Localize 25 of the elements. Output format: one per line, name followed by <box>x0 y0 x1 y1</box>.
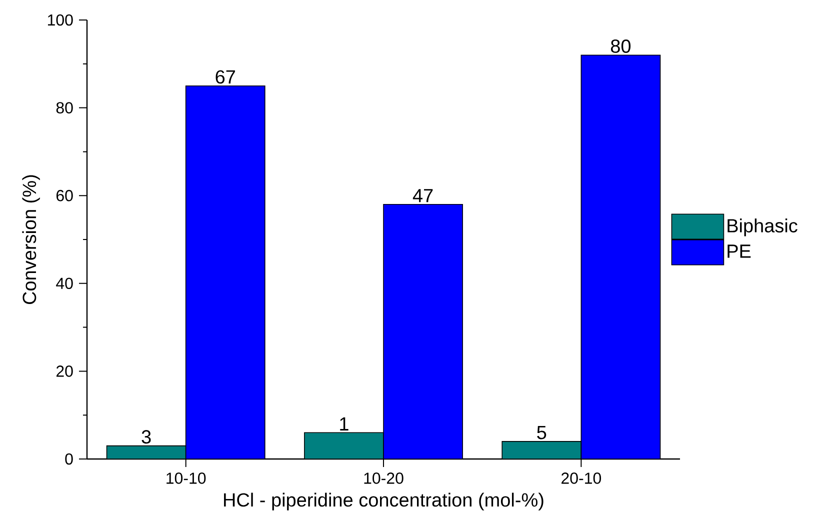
bar <box>502 441 582 459</box>
bar <box>580 54 661 459</box>
annotation: 3 <box>142 430 151 444</box>
y-tick-label: 60 <box>56 190 73 202</box>
bar <box>383 204 463 459</box>
x-tick-label: 10-10 <box>166 472 206 484</box>
legend-label: Biphasic <box>728 218 798 236</box>
y-tick-label: 20 <box>56 366 73 377</box>
annotation: 5 <box>537 426 546 440</box>
x-tick-label: 20-10 <box>562 472 602 484</box>
y-tick-label: 100 <box>48 14 73 26</box>
annotation: 1 <box>340 417 348 430</box>
legend-label: PE <box>728 244 751 258</box>
y-axis-title: Conversion (%) <box>22 175 40 304</box>
annotation: 67 <box>216 70 235 84</box>
bar <box>304 432 384 459</box>
x-tick-label: 10-20 <box>364 472 404 484</box>
y-tick-label: 0 <box>65 453 73 465</box>
x-axis-title: HCl - piperidine concentration (mol-%) <box>224 492 544 510</box>
annotation: 47 <box>412 189 433 202</box>
y-tick-label: 40 <box>56 278 73 290</box>
bar <box>106 446 186 459</box>
annotation: 80 <box>610 39 631 53</box>
y-tick-label: 80 <box>56 102 73 114</box>
bar <box>185 85 266 459</box>
